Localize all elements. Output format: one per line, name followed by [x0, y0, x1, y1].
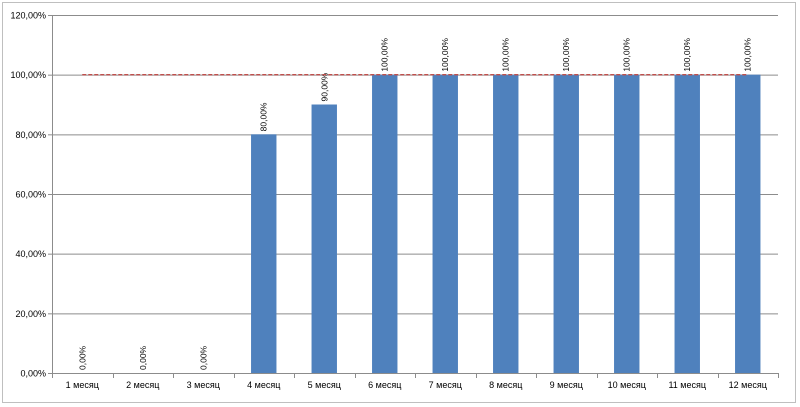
x-tick-label: 8 месяц — [489, 380, 522, 390]
bar — [372, 74, 398, 374]
x-tick-label: 3 месяц — [187, 380, 220, 390]
bar — [493, 74, 519, 374]
data-label: 100,00% — [380, 38, 390, 72]
bar — [553, 74, 579, 374]
data-label: 100,00% — [743, 38, 753, 72]
y-tick-label: 100,00% — [10, 70, 46, 80]
x-tick-label: 6 месяц — [368, 380, 401, 390]
x-tick-label: 9 месяц — [550, 380, 583, 390]
data-label: 100,00% — [561, 38, 571, 72]
bar — [251, 134, 277, 373]
x-tick-label: 11 месяц — [668, 380, 706, 390]
x-tick-label: 2 месяц — [126, 380, 159, 390]
data-label: 90,00% — [319, 72, 329, 101]
data-label: 100,00% — [440, 38, 450, 72]
data-label: 80,00% — [259, 102, 269, 131]
bar — [432, 74, 458, 374]
data-label: 100,00% — [501, 38, 511, 72]
y-tick-label: 80,00% — [15, 130, 46, 140]
x-tick-label: 1 месяц — [66, 380, 99, 390]
bar — [735, 74, 761, 374]
x-tick-label: 7 месяц — [429, 380, 462, 390]
bar — [614, 74, 640, 374]
y-tick-label: 20,00% — [15, 309, 46, 319]
y-tick-label: 0,00% — [20, 369, 46, 379]
y-tick-label: 60,00% — [15, 190, 46, 200]
data-label: 100,00% — [682, 38, 692, 72]
bar — [311, 104, 337, 373]
data-label: 0,00% — [77, 345, 87, 370]
x-tick-label: 4 месяц — [247, 380, 280, 390]
x-tick-label: 10 месяц — [608, 380, 646, 390]
data-label: 100,00% — [622, 38, 632, 72]
y-tick-label: 40,00% — [15, 249, 46, 259]
data-label: 0,00% — [138, 345, 148, 370]
x-tick-label: 5 месяц — [308, 380, 341, 390]
bar — [674, 74, 700, 374]
data-label: 0,00% — [198, 345, 208, 370]
y-tick-label: 120,00% — [10, 11, 46, 21]
chart-frame — [2, 2, 796, 403]
x-tick-label: 12 месяц — [729, 380, 767, 390]
